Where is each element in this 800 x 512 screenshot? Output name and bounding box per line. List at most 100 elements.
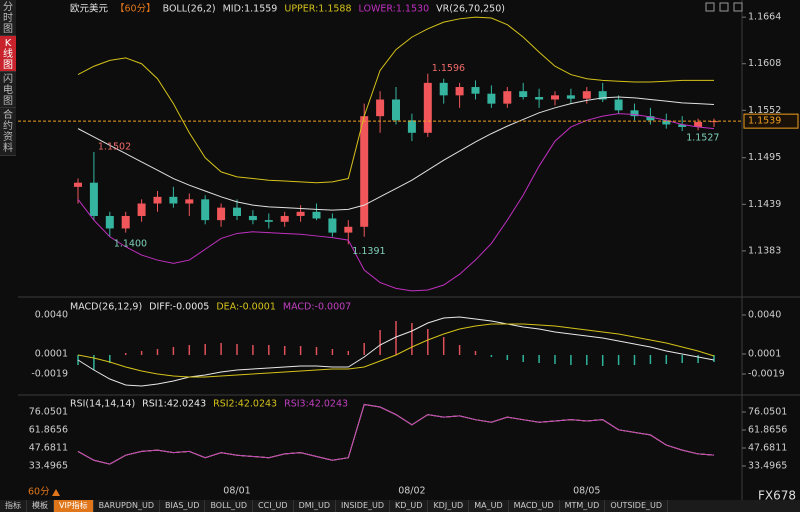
y-tick-label: 0.0001 [748,349,781,360]
toolbar-tab[interactable]: KD_UD [390,500,429,512]
y-tick-label: 1.1383 [748,245,781,256]
toolbar-tab[interactable]: 模板 [27,500,54,512]
legend-entry: RSI1:42.0243 [142,399,206,410]
chart-title: MACD(26,12,9) [70,302,142,313]
watermark: FX678 [758,489,796,501]
y-tick-label: 76.0501 [748,407,787,418]
toolbar-tab[interactable]: KDJ_UD [428,500,470,512]
extreme-label: 1.1596 [432,63,465,74]
sidebar-tab[interactable]: K线图 [0,36,16,72]
candle-body [169,196,178,204]
background [0,0,800,500]
y-tick-label: 76.0501 [29,407,68,418]
candle-body [185,199,194,204]
chart: 60分 FX678 1.1664 1.1608 1.1552 1.1495 1.1439… [0,0,800,501]
candle-body [535,97,544,100]
toolbar-tab[interactable]: MACD_UD [509,500,560,512]
indicator-line [77,96,715,211]
toolbar-tab[interactable]: VIP指标 [54,500,94,512]
x-tick-label: 08/01 [223,486,250,497]
candle-body [662,120,671,125]
period-label[interactable]: 60分 [28,487,50,498]
legend-entry: RSI2:42.0243 [213,399,277,410]
candle-body [344,226,353,233]
extreme-label: 1.1400 [114,238,147,249]
chart-title: RSI(14,14,14) [70,399,135,410]
indicator-line [77,16,714,184]
chart-title: 欧元美元 [70,3,109,15]
window-icon[interactable] [705,2,715,12]
candle-body [423,82,432,133]
candle-body [74,182,82,187]
candle-body [312,211,321,219]
y-tick-label: 33.4965 [748,460,787,471]
candle-body [248,215,257,221]
period-arrow[interactable] [52,489,60,496]
y-tick-label: -0.0019 [31,369,68,380]
toolbar: 指标 模板 VIP指标 BARUPDN_UD BIAS_UD BOLL_UD CCI_UD D… [0,500,800,512]
candle-body [392,99,400,121]
candle-body [471,87,480,94]
candle-body [582,91,591,99]
y-tick-label: 0.0040 [748,310,781,321]
candle-body [694,121,703,127]
extreme-label: 1.1502 [98,141,131,152]
toolbar-tab[interactable]: MA_UD [469,500,509,512]
candle-body [598,91,607,100]
extreme-label: 1.1391 [352,246,385,257]
candle-body [137,203,146,216]
y-tick-label: 0.0040 [35,310,68,321]
toolbar-tab[interactable]: MTM_UD [560,500,606,512]
legend-entry: MID:1.1559 [223,4,278,15]
toolbar-tab[interactable]: BIAS_UD [160,500,206,512]
candle-body [280,215,289,222]
indicator-line [77,316,715,387]
sidebar-tab[interactable]: 分时图 [0,0,16,36]
candle-body [614,99,623,111]
legend-entry: MACD:-0.0007 [283,302,351,313]
indicator-name: BOLL(26,2) [163,4,216,15]
y-tick-label: 61.8656 [748,425,787,436]
candle-body [519,91,528,98]
toolbar-tab[interactable]: BARUPDN_UD [94,500,161,512]
x-tick-label: 08/02 [398,486,425,497]
candle-body [121,215,130,229]
toolbar-tab[interactable]: BOLL_UD [205,500,254,512]
y-tick-label: 1.1552 [748,105,781,116]
toolbar-tab[interactable]: DMI_UD [294,500,336,512]
candle-body [105,215,114,229]
candle-body [360,116,369,227]
candle-body [296,211,305,216]
candle-body [566,95,575,99]
candle-body [455,87,464,96]
toolbar-tab[interactable]: 指标 [0,500,27,512]
candle-body [201,199,210,221]
candle-body [551,95,559,100]
legend-entry: UPPER:1.1588 [284,4,351,15]
extreme-label: 1.1527 [686,133,719,144]
window-icon[interactable] [733,2,743,12]
period: 【60分】 [115,4,156,15]
candle-body [503,91,512,104]
toolbar-tab[interactable]: INSIDE_UD [336,500,391,512]
candle-body [89,182,98,216]
last-price-label: 1.1539 [748,116,781,127]
window-icon[interactable] [719,2,729,12]
y-tick-label: 0.0001 [35,349,68,360]
legend-entry: DIFF:-0.0005 [149,302,209,313]
last-price-box [743,113,799,129]
candle-body [487,93,496,104]
y-tick-label: 47.6811 [748,442,787,453]
indicator-line [77,113,715,292]
sidebar-tab[interactable]: 闪电图 [0,72,16,108]
sidebar-tab[interactable]: 合约资料 [0,108,16,156]
candle-body [439,82,448,96]
candle-body [678,124,687,127]
candle-body [328,218,337,233]
toolbar-tab[interactable]: OUTSIDE_UD [605,500,669,512]
legend-entry: RSI3:42.0243 [284,399,348,410]
y-tick-label: 33.4965 [29,460,68,471]
toolbar-tab[interactable]: CCI_UD [253,500,294,512]
candle-body [153,196,162,204]
